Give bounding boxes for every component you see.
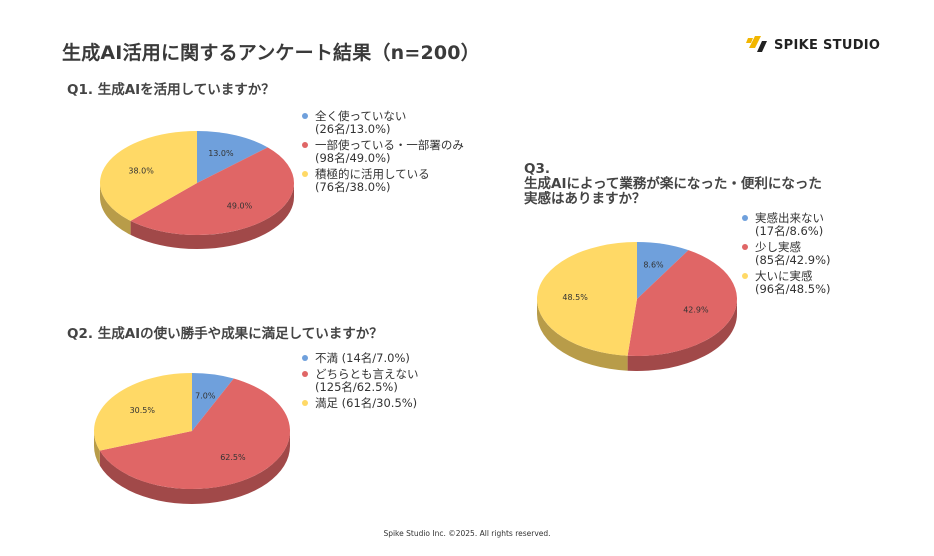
- q1-title: Q1. 生成AIを活用していますか？: [67, 82, 275, 98]
- q2-title: Q2. 生成AIの使い勝手や成果に満足していますか？: [67, 326, 383, 342]
- legend-label: 一部使っている・一部署のみ (98名/49.0%): [315, 138, 464, 165]
- pie-slice-side: [627, 299, 737, 371]
- q2-legend: 不満 (14名/7.0%) どちらとも言えない (125名/62.5%) 満足 …: [302, 352, 419, 413]
- legend-item: 少し実感 (85名/42.9%): [742, 241, 831, 267]
- logo-text: SPIKE STUDIO: [774, 37, 881, 53]
- legend-dot: [302, 171, 308, 177]
- legend-dot: [302, 400, 308, 406]
- legend-item: どちらとも言えない (125名/62.5%): [302, 368, 419, 394]
- pie-slice-side: [537, 299, 628, 371]
- legend-dot: [302, 371, 308, 377]
- legend-label: 大いに実感 (96名/48.5%): [755, 269, 831, 296]
- pie-slice-label: 8.6%: [643, 260, 664, 269]
- legend-label: 積極的に活用している (76名/38.0%): [315, 167, 430, 194]
- page-title: 生成AI活用に関するアンケート結果（n=200）: [62, 42, 480, 64]
- pie-slice: [99, 131, 197, 221]
- pie-slice-label: 38.0%: [128, 167, 154, 176]
- legend-label: 不満 (14名/7.0%): [315, 351, 410, 365]
- pie-slice-label: 7.0%: [195, 391, 216, 400]
- legend-item: 実感出来ない (17名/8.6%): [742, 212, 831, 238]
- legend-label: 実感出来ない (17名/8.6%): [755, 211, 824, 238]
- pie-slice-side: [130, 183, 294, 249]
- pie-slice: [537, 242, 637, 356]
- legend-item: 大いに実感 (96名/48.5%): [742, 270, 831, 296]
- legend-dot: [742, 215, 748, 221]
- pie-slice-side: [94, 431, 100, 466]
- legend-item: 全く使っていない (26名/13.0%): [302, 110, 464, 136]
- q1-pie-chart: 13.0% 49.0% 38.0%: [99, 131, 295, 249]
- pie-slice-label: 13.0%: [208, 149, 234, 158]
- footer-copyright: Spike Studio Inc. ©2025. All rights rese…: [383, 529, 551, 538]
- q1-legend: 全く使っていない (26名/13.0%) 一部使っている・一部署のみ (98名/…: [302, 110, 464, 197]
- pie-slice-label: 48.5%: [562, 293, 588, 302]
- pie-slice-label: 42.9%: [683, 306, 709, 315]
- pie-slice: [197, 131, 268, 183]
- legend-label: どちらとも言えない (125名/62.5%): [315, 367, 419, 394]
- pie-slice: [99, 378, 290, 489]
- q3-legend: 実感出来ない (17名/8.6%) 少し実感 (85名/42.9%) 大いに実感…: [742, 212, 831, 299]
- pie-slice-side: [99, 431, 290, 504]
- q3-pie-chart: 8.6% 42.9% 48.5%: [537, 242, 737, 371]
- q2-pie-chart: 7.0% 62.5% 30.5%: [94, 373, 290, 504]
- pie-slice: [130, 147, 295, 236]
- pie-slice: [627, 250, 737, 356]
- pie-slice: [192, 373, 234, 431]
- brand-logo: SPIKE STUDIO: [746, 36, 880, 54]
- legend-label: 少し実感 (85名/42.9%): [755, 240, 831, 267]
- pie-slice: [637, 242, 689, 299]
- legend-dot: [302, 355, 308, 361]
- legend-dot: [742, 273, 748, 279]
- pie-slice-side: [100, 183, 131, 235]
- pie-slice-label: 49.0%: [227, 201, 253, 210]
- legend-item: 一部使っている・一部署のみ (98名/49.0%): [302, 139, 464, 165]
- legend-item: 積極的に活用している (76名/38.0%): [302, 168, 464, 194]
- legend-label: 満足 (61名/30.5%): [315, 396, 418, 410]
- legend-item: 満足 (61名/30.5%): [302, 397, 419, 410]
- legend-dot: [742, 244, 748, 250]
- legend-dot: [302, 113, 308, 119]
- q3-title: Q3. 生成AIによって業務が楽になった・便利になった 実感はありますか？: [524, 161, 822, 207]
- spike-studio-logo-icon: [746, 36, 767, 52]
- pie-slice-label: 62.5%: [220, 453, 246, 462]
- legend-item: 不満 (14名/7.0%): [302, 352, 419, 365]
- legend-label: 全く使っていない (26名/13.0%): [315, 109, 407, 136]
- pie-slice: [94, 373, 192, 451]
- pie-slice-label: 30.5%: [130, 406, 156, 415]
- legend-dot: [302, 142, 308, 148]
